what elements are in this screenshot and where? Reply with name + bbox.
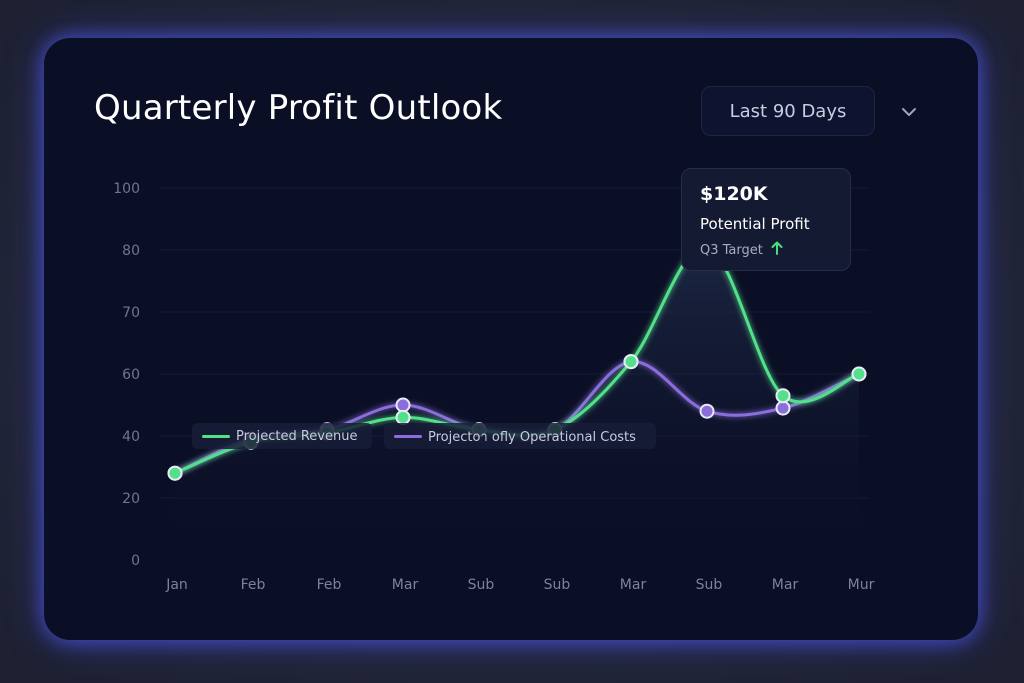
date-range-select[interactable]: Last 90 Days bbox=[701, 86, 875, 136]
y-tick-label: 60 bbox=[122, 367, 140, 383]
x-tick-label: Sub bbox=[544, 577, 571, 593]
data-point-revenue bbox=[395, 409, 411, 425]
data-point-revenue bbox=[775, 388, 791, 404]
y-tick-label: 20 bbox=[122, 491, 140, 507]
tooltip-subtitle: Q3 Target bbox=[700, 241, 832, 259]
x-tick-label: Feb bbox=[317, 577, 342, 593]
tooltip-label: Potential Profit bbox=[700, 215, 810, 233]
tooltip-card: $120K Potential Profit Q3 Target bbox=[681, 168, 851, 271]
data-point-revenue bbox=[851, 366, 867, 382]
y-tick-label: 70 bbox=[122, 305, 140, 321]
tooltip-sub-label: Q3 Target bbox=[700, 242, 763, 258]
x-tick-label: Sub bbox=[468, 577, 495, 593]
revenue-area bbox=[175, 246, 859, 560]
data-point-revenue bbox=[623, 354, 639, 370]
legend-swatch-costs bbox=[394, 434, 422, 438]
legend-item-costs: Projectoา ofly Operational Costs bbox=[384, 423, 656, 449]
arrow-up-icon bbox=[771, 241, 783, 259]
legend-item-revenue: Projected Revenue bbox=[192, 423, 372, 449]
x-tick-label: Mar bbox=[620, 577, 647, 593]
legend-label-revenue: Projected Revenue bbox=[236, 428, 358, 444]
y-tick-label: 0 bbox=[131, 553, 140, 569]
x-tick-label: Jan bbox=[165, 577, 188, 593]
y-tick-label: 40 bbox=[122, 429, 140, 445]
data-point-costs bbox=[775, 400, 791, 416]
chevron-down-icon[interactable] bbox=[897, 100, 921, 124]
y-tick-label: 100 bbox=[113, 181, 140, 197]
x-tick-label: Feb bbox=[241, 577, 266, 593]
x-tick-label: Mar bbox=[772, 577, 799, 593]
data-point-revenue bbox=[167, 465, 183, 481]
tooltip-value: $120K bbox=[700, 183, 768, 205]
x-tick-label: Sub bbox=[696, 577, 723, 593]
data-point-costs bbox=[699, 403, 715, 419]
date-range-label: Last 90 Days bbox=[729, 100, 847, 122]
x-tick-label: Mar bbox=[392, 577, 419, 593]
data-point-costs bbox=[395, 397, 411, 413]
legend-label-costs: Projectoา ofly Operational Costs bbox=[428, 429, 636, 445]
chart-title: Quarterly Profit Outlook bbox=[94, 88, 503, 128]
legend-swatch-revenue bbox=[202, 434, 230, 438]
x-tick-label: Mur bbox=[848, 577, 875, 593]
y-tick-label: 80 bbox=[122, 243, 140, 259]
